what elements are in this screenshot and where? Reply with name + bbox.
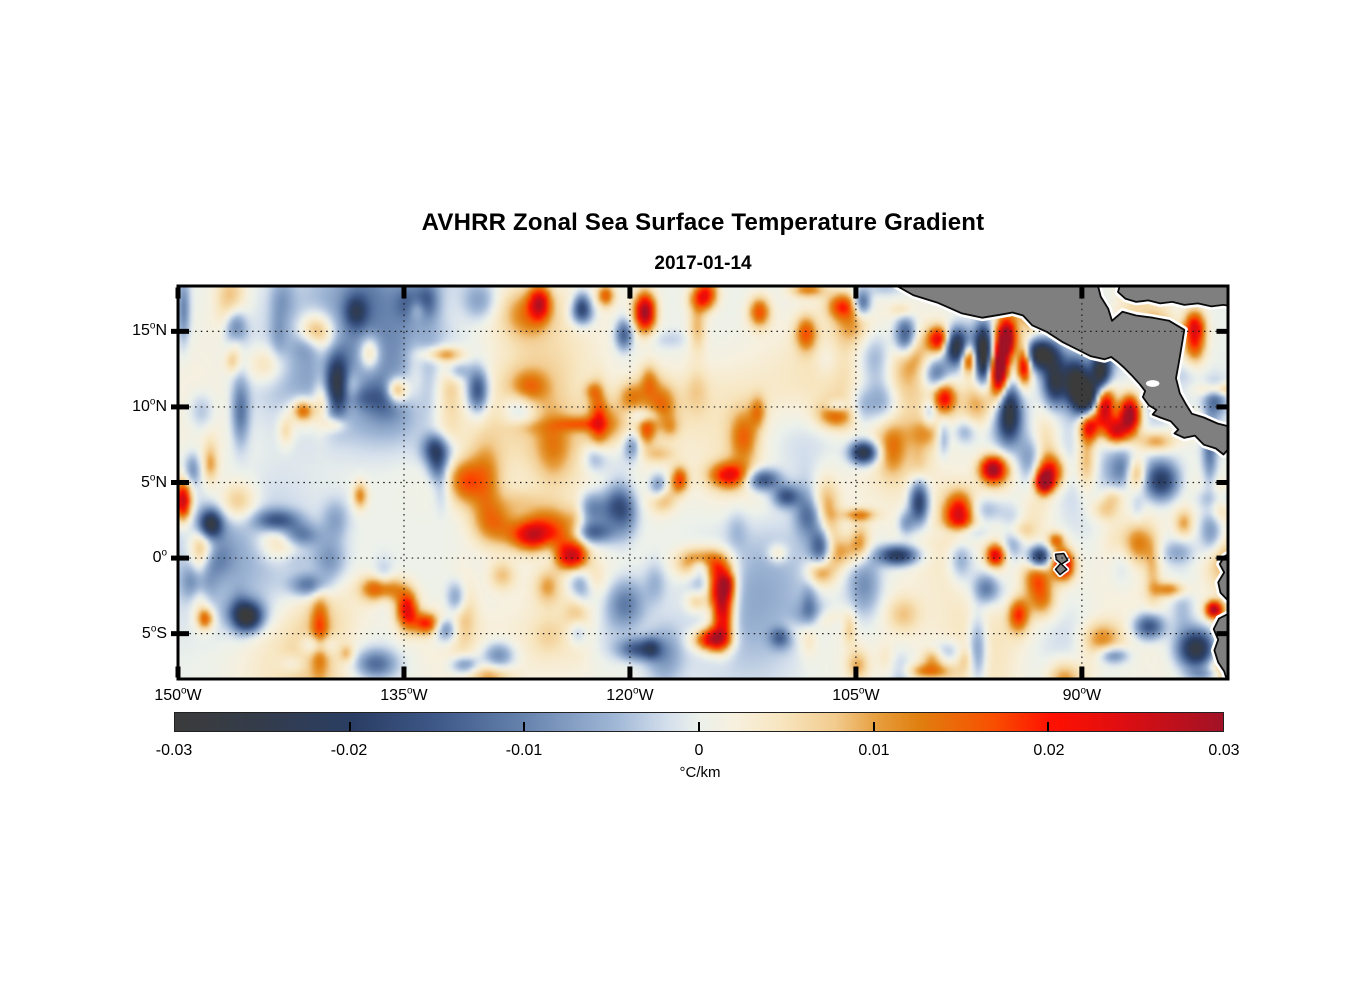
colorbar-tick-0.01 <box>872 722 875 731</box>
figure-title: AVHRR Zonal Sea Surface Temperature Grad… <box>421 209 985 236</box>
colorbar-unit-label: °C/km <box>679 764 721 781</box>
y-tick-label-0eq: 0o <box>152 547 167 567</box>
colorbar-tick--0.01 <box>523 722 526 731</box>
y-tick-label-15N: 15oN <box>132 321 167 340</box>
x-tick-label-150W: 150oW <box>154 685 202 704</box>
colorbar-label-0.03: 0.03 <box>1208 742 1240 759</box>
figure-date: 2017-01-14 <box>654 253 752 274</box>
sst-gradient-heatmap <box>178 286 1228 679</box>
colorbar-label-0.01: 0.01 <box>858 742 890 759</box>
colorbar-tick-0.02 <box>1047 722 1050 731</box>
x-tick-label-120W: 120oW <box>606 685 654 704</box>
y-tick-label-5N: 5oN <box>141 472 167 491</box>
y-tick-label-10N: 10oN <box>132 396 167 415</box>
colorbar-label-0: 0 <box>694 742 704 759</box>
colorbar <box>174 712 1224 732</box>
x-tick-label-105W: 105oW <box>832 685 880 704</box>
colorbar-label-0.02: 0.02 <box>1033 742 1065 759</box>
colorbar-label--0.01: -0.01 <box>505 742 543 759</box>
x-tick-label-90W: 90oW <box>1062 685 1102 704</box>
x-tick-label-135W: 135oW <box>380 685 428 704</box>
colorbar-tick-0 <box>698 722 700 731</box>
colorbar-label--0.03: -0.03 <box>155 742 193 759</box>
colorbar-tick--0.02 <box>348 722 351 731</box>
colorbar-label--0.02: -0.02 <box>330 742 368 759</box>
y-tick-label-5S: 5oS <box>141 623 167 642</box>
